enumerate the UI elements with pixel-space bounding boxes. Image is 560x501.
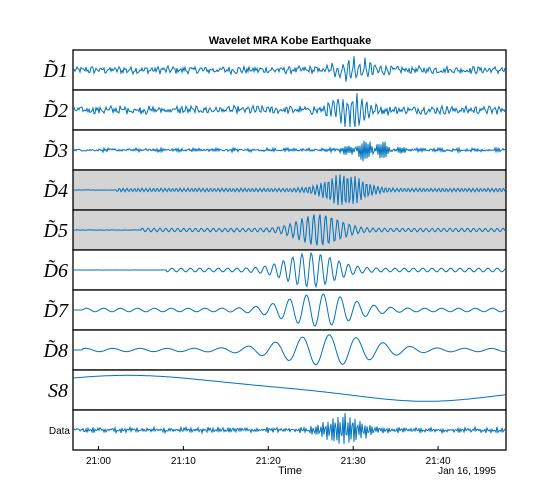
row-label-d1: D̃1 bbox=[43, 59, 68, 82]
series-line-d3 bbox=[73, 140, 506, 162]
series-line-d6 bbox=[73, 251, 506, 289]
mra-rows: D̃1 D̃2 D̃3 D̃4 D̃5 D̃6 D̃7 D̃8 S8 Data bbox=[43, 49, 507, 451]
x-axis-label: Time bbox=[278, 465, 302, 477]
x-tick-label: 21:30 bbox=[341, 456, 366, 467]
row-d4: D̃4 bbox=[43, 169, 507, 211]
row-panel-d8 bbox=[72, 329, 507, 371]
x-axis: 21:00 21:10 21:20 21:30 21:40 bbox=[86, 446, 451, 467]
series-line-d7 bbox=[74, 293, 506, 327]
series-line-d4 bbox=[73, 174, 506, 206]
row-label-d7: D̃7 bbox=[43, 299, 69, 322]
x-tick-label: 21:00 bbox=[86, 456, 111, 467]
row-panel-d1 bbox=[72, 49, 507, 91]
series-line-data bbox=[73, 413, 506, 444]
row-d2: D̃2 bbox=[43, 89, 507, 131]
row-d7: D̃7 bbox=[43, 289, 507, 331]
x-tick-label: 21:40 bbox=[426, 456, 451, 467]
date-label: Jan 16, 1995 bbox=[438, 466, 496, 477]
row-label-d3: D̃3 bbox=[43, 139, 68, 162]
row-d1: D̃1 bbox=[43, 49, 507, 91]
row-label-data: Data bbox=[49, 426, 71, 437]
row-label-d8: D̃8 bbox=[43, 339, 68, 362]
row-label-s8: S8 bbox=[48, 380, 68, 402]
row-d6: D̃6 bbox=[43, 249, 507, 291]
row-s8: S8 bbox=[48, 369, 507, 411]
row-label-d6: D̃6 bbox=[43, 259, 68, 282]
row-data: Data bbox=[49, 409, 507, 451]
chart-title: Wavelet MRA Kobe Earthquake bbox=[209, 35, 371, 47]
x-tick-label: 21:20 bbox=[256, 456, 281, 467]
series-line-d8 bbox=[74, 334, 505, 366]
x-tick-label: 21:10 bbox=[171, 456, 196, 467]
row-d5: D̃5 bbox=[43, 209, 507, 251]
series-line-d1 bbox=[73, 56, 506, 82]
series-line-s8 bbox=[73, 374, 506, 402]
row-d3: D̃3 bbox=[43, 129, 507, 171]
series-line-d5 bbox=[73, 214, 506, 246]
row-panel-s8 bbox=[72, 369, 507, 411]
row-d8: D̃8 bbox=[43, 329, 507, 371]
series-line-d2 bbox=[73, 93, 506, 128]
row-label-d2: D̃2 bbox=[43, 99, 68, 122]
row-label-d4: D̃4 bbox=[43, 179, 68, 202]
row-label-d5: D̃5 bbox=[43, 219, 68, 242]
row-panel-d7 bbox=[72, 289, 507, 331]
